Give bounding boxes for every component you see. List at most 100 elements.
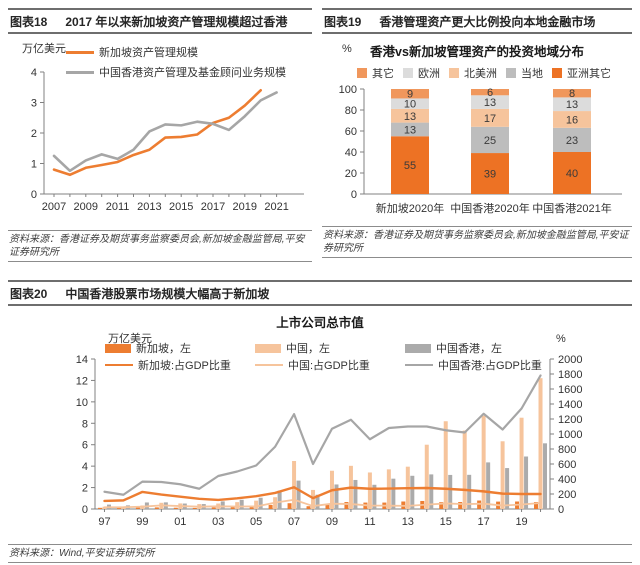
- figure20-panel: 图表20 中国香港股票市场规模大幅高于新加坡 上市公司总市值 万亿美元 % 新加…: [8, 280, 632, 564]
- tick-label: 11: [364, 516, 375, 528]
- figure19-legend: 其它 欧洲 北美洲 当地 亚洲其它: [322, 65, 632, 81]
- tick-label: 0: [351, 189, 357, 201]
- bar: [230, 506, 235, 509]
- bar: [211, 507, 216, 509]
- stacked-bar-segment: [471, 153, 509, 194]
- bar: [439, 502, 444, 509]
- tick-label: 400: [558, 474, 576, 486]
- tick-label: 2007: [42, 201, 66, 213]
- tick-label: 19: [515, 516, 527, 528]
- legend-item: 其它: [357, 65, 394, 81]
- figure19-header: 图表19 香港管理资产更大比例投向本地金融市场: [322, 8, 632, 34]
- figure19-tag: 图表19: [324, 15, 362, 29]
- bar: [235, 502, 240, 509]
- bar: [505, 468, 510, 509]
- bar: [311, 489, 316, 509]
- bar: [135, 506, 140, 509]
- tick-label: 10: [76, 397, 88, 409]
- tick-label: 8: [569, 88, 575, 100]
- tick-label: 0: [82, 504, 88, 516]
- bar: [116, 507, 121, 509]
- bar: [268, 504, 273, 509]
- legend-item: 北美洲: [449, 65, 497, 81]
- legend-label: 新加坡资产管理规模: [99, 47, 198, 59]
- bar: [467, 474, 472, 509]
- figure20-combo-chart: 0 2 4 6 8 10 12 14 0 200 400 600 800 1000 1200 1400 1600…: [76, 354, 583, 528]
- tick-label: 15: [440, 516, 452, 528]
- tick-label: 3: [31, 98, 37, 110]
- legend-label: 北美洲: [464, 68, 497, 80]
- figure19-unit-label: %: [342, 43, 352, 55]
- bar-series: [106, 443, 548, 509]
- bar: [391, 478, 396, 509]
- stacked-bar-segment: [553, 111, 591, 128]
- figure20-title: 中国香港股票市场规模大幅高于新加坡: [65, 287, 270, 301]
- stacked-bar-segment: [391, 136, 429, 194]
- tick-label: 中国香港2020年: [450, 201, 529, 215]
- tick-label: 23: [566, 135, 578, 147]
- bar: [173, 507, 178, 509]
- tick-label: 600: [558, 459, 576, 471]
- figure18-title: 2017 年以来新加坡资产管理规模超过香港: [65, 15, 288, 29]
- tick-label: 80: [345, 105, 357, 117]
- legend-swatch-icon: [66, 50, 94, 54]
- tick-label: 13: [404, 111, 416, 123]
- stacked-bar-segment: [471, 95, 509, 109]
- bar: [353, 479, 358, 509]
- bar: [448, 474, 453, 509]
- tick-label: 2015: [169, 201, 193, 213]
- bar: [292, 461, 297, 509]
- figure18-source: 资料来源：香港证券及期货事务监察委员会,新加坡金融监管局,平安证券研究所: [8, 230, 312, 263]
- series-line: [103, 486, 542, 503]
- tick-label: 1000: [558, 429, 582, 441]
- legend-swatch-icon: [66, 70, 94, 74]
- figure20-header: 图表20 中国香港股票市场规模大幅高于新加坡: [8, 280, 632, 306]
- tick-label: 12: [76, 375, 88, 387]
- tick-label: 800: [558, 444, 576, 456]
- legend-swatch-icon: [105, 364, 133, 366]
- tick-label: 16: [566, 114, 578, 126]
- figure19-source: 资料来源：香港证券及期货事务监察委员会,新加坡金融监管局,平安证券研究所: [322, 226, 632, 259]
- tick-label: 2021: [264, 201, 288, 213]
- legend-label: 其它: [372, 68, 394, 80]
- stacked-bar-segment: [553, 89, 591, 98]
- tick-label: 05: [250, 516, 262, 528]
- legend-item: 中国香港资产管理及基金顾问业务规模: [66, 64, 286, 80]
- figure19-chart-title: 香港vs新加坡管理资产的投资地域分布: [370, 45, 584, 59]
- legend-label: 当地: [521, 68, 543, 80]
- bar: [424, 444, 429, 509]
- bar: [429, 474, 434, 509]
- legend-swatch-icon: [405, 364, 433, 366]
- figure19-panel: 图表19 香港管理资产更大比例投向本地金融市场 % 香港vs新加坡管理资产的投资…: [322, 8, 632, 259]
- bar: [519, 417, 524, 509]
- legend-label: 中国香港资产管理及基金顾问业务规模: [99, 67, 286, 79]
- bar: [220, 501, 225, 509]
- tick-label: 14: [76, 354, 88, 366]
- figure18-unit-label: 万亿美元: [22, 43, 66, 55]
- stacked-bar-segment: [553, 152, 591, 194]
- tick-label: 13: [402, 516, 414, 528]
- bar: [306, 506, 311, 509]
- tick-label: 97: [98, 516, 110, 528]
- legend-item: 中国香港，左: [405, 340, 555, 356]
- legend-item: 新加坡:占GDP比重: [105, 357, 255, 373]
- legend-label: 中国香港，左: [436, 343, 502, 355]
- axes: 0 20 40 60 80 100: [339, 84, 622, 201]
- tick-label: 13: [404, 124, 416, 136]
- tick-label: 20: [345, 168, 357, 180]
- bar: [296, 480, 301, 509]
- tick-label: 03: [212, 516, 224, 528]
- stacked-bar-segment: [391, 108, 429, 123]
- bar: [538, 378, 543, 509]
- tick-label: 2013: [137, 201, 161, 213]
- bar: [192, 507, 197, 509]
- figure20-chart-title: 上市公司总市值: [276, 316, 364, 330]
- tick-label: 17: [478, 516, 490, 528]
- tick-label: 2: [82, 483, 88, 495]
- figure20-right-unit-label: %: [556, 333, 566, 345]
- bar: [239, 499, 244, 509]
- bar: [344, 502, 349, 509]
- figure20-chart-area: 上市公司总市值 万亿美元 % 新加坡，左 中国，左 中国香港，左 新加坡:占GDP比…: [8, 306, 632, 544]
- legend-item: 新加坡，左: [105, 340, 255, 356]
- tick-label: 1200: [558, 414, 582, 426]
